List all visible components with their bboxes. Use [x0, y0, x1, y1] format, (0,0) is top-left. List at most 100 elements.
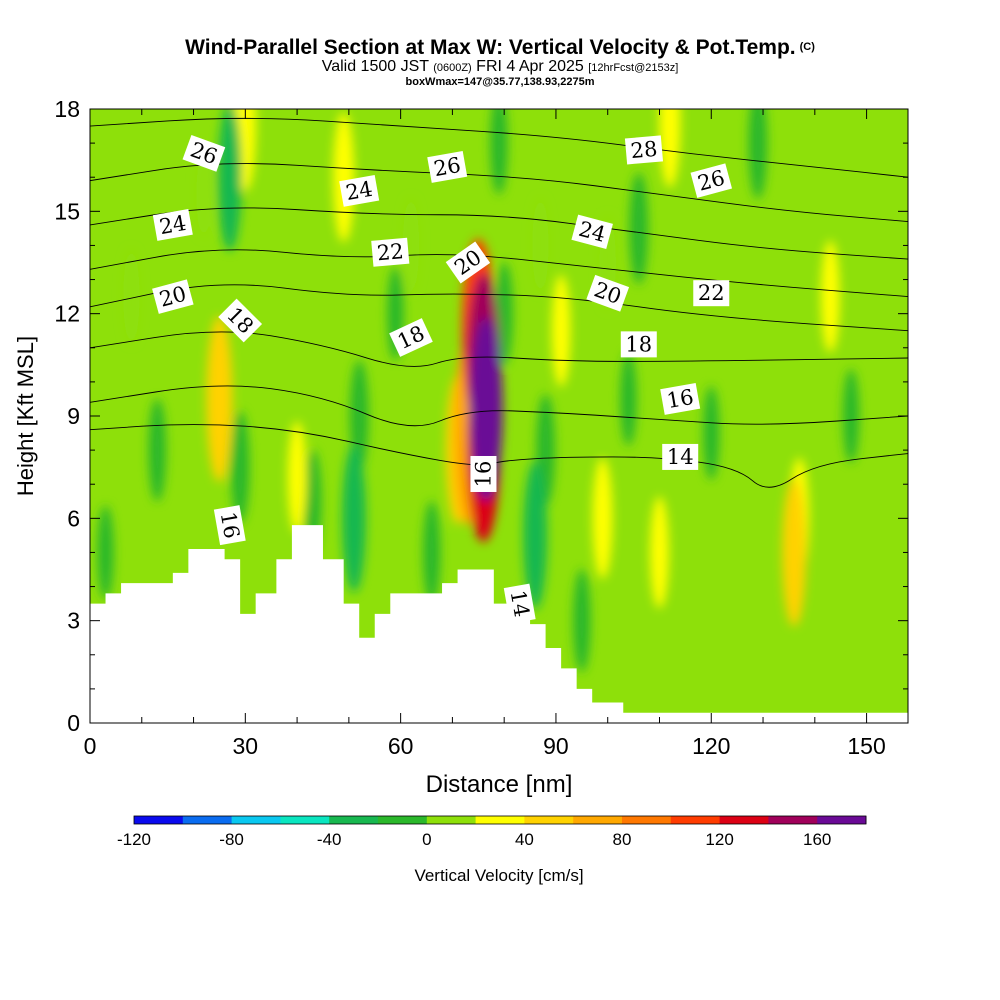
- velocity-cell: [495, 262, 513, 366]
- colorbar-segment: [378, 816, 428, 824]
- y-tick-label: 9: [67, 403, 80, 429]
- contour-label: 24: [339, 174, 380, 207]
- theta-contour-18: [90, 331, 908, 367]
- colorbar-segment: [134, 816, 184, 824]
- velocity-cell: [748, 109, 768, 200]
- colorbar-segment: [573, 816, 623, 824]
- colorbar-segment: [280, 816, 330, 824]
- velocity-cell: [650, 496, 669, 609]
- contour-label: 16: [213, 505, 246, 546]
- theta-contour-14: [90, 424, 908, 488]
- x-tick-label: 150: [847, 733, 885, 759]
- contour-label: 24: [152, 209, 193, 241]
- valid-time-line: Valid 1500 JST (0600Z) FRI 4 Apr 2025 [1…: [0, 59, 1000, 76]
- velocity-cell: [97, 505, 114, 600]
- contour-label-box: [389, 318, 433, 357]
- velocity-cell: [402, 198, 420, 293]
- colorbar-tick-label: 0: [422, 830, 431, 849]
- contour-label: 26: [690, 163, 733, 198]
- contour-label-text: 26: [432, 153, 462, 181]
- contour-label-box: [182, 134, 226, 172]
- contour-label-box: [152, 209, 193, 241]
- velocity-cell: [469, 317, 503, 502]
- colorbar-segment: [475, 816, 525, 824]
- y-tick-label: 3: [67, 608, 80, 634]
- contour-label-text: 22: [698, 281, 725, 305]
- colorbar-tick-label: -40: [317, 830, 342, 849]
- contour-label-box: [620, 331, 657, 358]
- contour-label-box: [339, 174, 380, 207]
- copyright-mark: (C): [799, 41, 815, 53]
- velocity-cell: [422, 500, 441, 604]
- colorbar-segment: [670, 816, 721, 824]
- x-tick-label: 90: [543, 733, 569, 759]
- colorbar-tick-label: 80: [613, 830, 632, 849]
- contour-label-box: [586, 274, 630, 312]
- contour-label-box: [503, 583, 536, 624]
- x-tick-label: 30: [233, 733, 259, 759]
- colorbar: -120 -80 -40 0 40 80 120 160: [117, 815, 867, 849]
- y-tick-label: 12: [54, 301, 80, 327]
- colorbar-segment: [182, 816, 233, 824]
- colorbar-segment: [719, 816, 769, 824]
- colorbar-segment: [231, 816, 281, 824]
- velocity-cell: [523, 461, 548, 610]
- velocity-cell: [532, 198, 549, 293]
- axes: 0 30 60 90 120 150 0 3 6 9 12 15 18: [54, 96, 908, 759]
- y-axis-label: Height [Kft MSL]: [13, 336, 38, 496]
- contour-label-box: [571, 214, 613, 250]
- contour-label: 14: [503, 583, 536, 624]
- contour-label-box: [662, 443, 699, 470]
- contour-label-text: 16: [216, 510, 244, 540]
- contour-label-text: 22: [376, 239, 405, 265]
- velocity-cell: [196, 151, 212, 237]
- contour-label: 24: [571, 214, 613, 250]
- velocity-cell: [659, 109, 681, 188]
- contour-label: 26: [427, 151, 468, 183]
- y-tick-label: 0: [67, 710, 80, 736]
- contour-label-box: [371, 237, 410, 267]
- contour-label-box: [213, 505, 246, 546]
- contour-label: 22: [371, 237, 410, 267]
- y-tick-label: 15: [54, 198, 80, 224]
- contour-label: 16: [660, 383, 701, 415]
- theta-contour-28: [90, 117, 908, 178]
- y-tick-label: 18: [54, 96, 80, 122]
- valid-prefix: Valid 1500 JST: [321, 58, 429, 75]
- x-tick-label: 60: [388, 733, 414, 759]
- valid-date: FRI 4 Apr 2025: [476, 58, 584, 75]
- colorbar-segment: [622, 816, 672, 824]
- contour-label: 20: [152, 279, 194, 314]
- theta-contour-16: [90, 385, 908, 427]
- contour-label: 18: [620, 331, 657, 358]
- colorbar-segment: [524, 816, 574, 824]
- velocity-cell: [123, 249, 140, 344]
- velocity-cell: [217, 109, 242, 252]
- terrain-mask: [90, 525, 908, 723]
- velocity-cell: [620, 351, 637, 446]
- velocity-cell: [703, 386, 720, 481]
- velocity-cell: [551, 274, 571, 387]
- velocity-cell: [148, 398, 167, 502]
- velocity-cell: [287, 421, 307, 534]
- contour-label-text: 16: [665, 385, 695, 413]
- contour-label-box: [445, 241, 491, 284]
- velocity-cell: [342, 444, 366, 593]
- contour-label-box: [218, 298, 263, 343]
- x-tick-label: 120: [692, 733, 730, 759]
- contour-label: 18: [218, 298, 263, 343]
- contour-label-box: [690, 163, 733, 198]
- velocity-cell: [490, 109, 508, 195]
- contour-label-box: [470, 455, 497, 492]
- velocity-cell: [230, 411, 250, 524]
- colorbar-segment: [768, 816, 818, 824]
- velocity-cell: [820, 240, 840, 353]
- velocity-cell: [333, 112, 355, 243]
- contour-label: 22: [693, 280, 730, 307]
- contour-label-text: 14: [506, 588, 534, 618]
- colorbar-segment: [329, 816, 379, 824]
- contour-label-box: [624, 135, 664, 165]
- chart-titles: Wind-Parallel Section at Max W: Vertical…: [0, 36, 1000, 88]
